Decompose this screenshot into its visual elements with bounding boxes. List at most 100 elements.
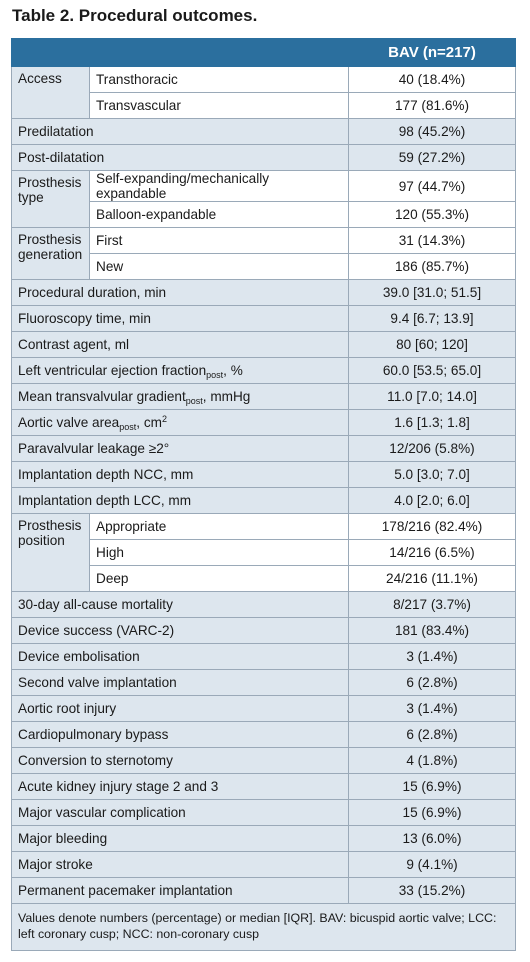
row-label: Appropriate bbox=[89, 513, 349, 540]
table-row: Contrast agent, ml 80 [60; 120] bbox=[11, 331, 516, 358]
table-row: Prosthesis generation First 31 (14.3%) bbox=[11, 227, 516, 280]
row-label: Cardiopulmonary bypass bbox=[11, 721, 349, 748]
label-subscript: post bbox=[185, 396, 203, 406]
table-footnote: Values denote numbers (percentage) or me… bbox=[11, 903, 516, 951]
row-value: 1.6 [1.3; 1.8] bbox=[348, 409, 516, 436]
row-label: Deep bbox=[89, 565, 349, 592]
row-value: 12/206 (5.8%) bbox=[348, 435, 516, 462]
table-row: Mean transvalvular gradientpost, mmHg 11… bbox=[11, 383, 516, 410]
label-subscript: post bbox=[119, 422, 137, 432]
row-value: 33 (15.2%) bbox=[348, 877, 516, 904]
footnote-row: Values denote numbers (percentage) or me… bbox=[11, 903, 516, 951]
row-label: Mean transvalvular gradientpost, mmHg bbox=[11, 383, 349, 410]
table-row: Post-dilatation 59 (27.2%) bbox=[11, 144, 516, 171]
label-main: Left ventricular ejection fraction bbox=[18, 363, 207, 378]
row-value: 98 (45.2%) bbox=[348, 118, 516, 145]
table-row: Predilatation 98 (45.2%) bbox=[11, 118, 516, 145]
row-value: 13 (6.0%) bbox=[348, 825, 516, 852]
row-value: 4.0 [2.0; 6.0] bbox=[348, 487, 516, 514]
row-label: Implantation depth NCC, mm bbox=[11, 461, 349, 488]
table-row: Major stroke 9 (4.1%) bbox=[11, 851, 516, 878]
row-value: 15 (6.9%) bbox=[348, 799, 516, 826]
label-main: Mean transvalvular gradient bbox=[18, 389, 186, 404]
table-row: Prosthesis type Self-expanding/mechanica… bbox=[11, 170, 516, 228]
row-label: Aortic valve areapost, cm2 bbox=[11, 409, 349, 436]
row-value: 11.0 [7.0; 14.0] bbox=[348, 383, 516, 410]
row-label: Second valve implantation bbox=[11, 669, 349, 696]
row-value: 80 [60; 120] bbox=[348, 331, 516, 358]
table-row: Access Transthoracic 40 (18.4%) bbox=[11, 66, 516, 119]
row-value: 178/216 (82.4%) bbox=[348, 513, 516, 540]
row-value: 6 (2.8%) bbox=[348, 721, 516, 748]
label-tail: , % bbox=[223, 363, 243, 378]
row-label: 30-day all-cause mortality bbox=[11, 591, 349, 618]
row-value: 186 (85.7%) bbox=[348, 253, 516, 280]
row-label: First bbox=[89, 227, 349, 254]
table-row: Implantation depth NCC, mm 5.0 [3.0; 7.0… bbox=[11, 461, 516, 488]
table-row: Conversion to sternotomy 4 (1.8%) bbox=[11, 747, 516, 774]
table-row: Deep 24/216 (11.1%) bbox=[12, 565, 516, 592]
group-label-prosthesis-generation: Prosthesis generation bbox=[11, 227, 90, 280]
row-label: High bbox=[89, 539, 349, 566]
table-row: Device embolisation 3 (1.4%) bbox=[11, 643, 516, 670]
group-label-access: Access bbox=[11, 66, 90, 119]
label-tail: , cm bbox=[136, 415, 162, 430]
label-superscript: 2 bbox=[161, 414, 167, 424]
table-row: Transvascular 177 (81.6%) bbox=[12, 92, 516, 119]
table-row: Aortic root injury 3 (1.4%) bbox=[11, 695, 516, 722]
row-value: 97 (44.7%) bbox=[348, 170, 516, 202]
row-value: 39.0 [31.0; 51.5] bbox=[348, 279, 516, 306]
table-row: Permanent pacemaker implantation 33 (15.… bbox=[11, 877, 516, 904]
table-row: Cardiopulmonary bypass 6 (2.8%) bbox=[11, 721, 516, 748]
row-value: 120 (55.3%) bbox=[348, 201, 516, 228]
header-value-cell: BAV (n=217) bbox=[348, 38, 516, 67]
row-label: Major vascular complication bbox=[11, 799, 349, 826]
row-label: New bbox=[89, 253, 349, 280]
row-label: Transvascular bbox=[89, 92, 349, 119]
row-label: Contrast agent, ml bbox=[11, 331, 349, 358]
row-label: Permanent pacemaker implantation bbox=[11, 877, 349, 904]
row-value: 4 (1.8%) bbox=[348, 747, 516, 774]
table-row: Implantation depth LCC, mm 4.0 [2.0; 6.0… bbox=[11, 487, 516, 514]
row-label: Major bleeding bbox=[11, 825, 349, 852]
table-row: Major vascular complication 15 (6.9%) bbox=[11, 799, 516, 826]
table-row: Left ventricular ejection fractionpost, … bbox=[11, 357, 516, 384]
table-row: Procedural duration, min 39.0 [31.0; 51.… bbox=[11, 279, 516, 306]
row-label: Aortic root injury bbox=[11, 695, 349, 722]
group-label-prosthesis-position: Prosthesis position bbox=[11, 513, 90, 592]
row-label: Predilatation bbox=[11, 118, 349, 145]
row-value: 181 (83.4%) bbox=[348, 617, 516, 644]
row-label: Device embolisation bbox=[11, 643, 349, 670]
label-subscript: post bbox=[206, 370, 224, 380]
table-row: Fluoroscopy time, min 9.4 [6.7; 13.9] bbox=[11, 305, 516, 332]
table-row: Second valve implantation 6 (2.8%) bbox=[11, 669, 516, 696]
row-value: 40 (18.4%) bbox=[348, 66, 516, 93]
table-title: Table 2. Procedural outcomes. bbox=[12, 6, 258, 25]
row-label: Procedural duration, min bbox=[11, 279, 349, 306]
table-row: Balloon-expandable 120 (55.3%) bbox=[12, 201, 516, 228]
row-value: 14/216 (6.5%) bbox=[348, 539, 516, 566]
table-row: Paravalvular leakage ≥2° 12/206 (5.8%) bbox=[11, 435, 516, 462]
table-header-row: BAV (n=217) bbox=[11, 38, 516, 67]
row-label: Implantation depth LCC, mm bbox=[11, 487, 349, 514]
row-label: Device success (VARC-2) bbox=[11, 617, 349, 644]
table-row: Prosthesis position Appropriate 178/216 … bbox=[11, 513, 516, 592]
header-label-cell bbox=[11, 38, 349, 67]
table-row: Acute kidney injury stage 2 and 3 15 (6.… bbox=[11, 773, 516, 800]
row-label: Fluoroscopy time, min bbox=[11, 305, 349, 332]
row-value: 177 (81.6%) bbox=[348, 92, 516, 119]
group-label-prosthesis-type: Prosthesis type bbox=[11, 170, 90, 228]
table-row: Device success (VARC-2) 181 (83.4%) bbox=[11, 617, 516, 644]
row-label: Balloon-expandable bbox=[89, 201, 349, 228]
row-value: 8/217 (3.7%) bbox=[348, 591, 516, 618]
table-row: New 186 (85.7%) bbox=[12, 253, 516, 280]
row-value: 15 (6.9%) bbox=[348, 773, 516, 800]
row-value: 3 (1.4%) bbox=[348, 643, 516, 670]
row-value: 9.4 [6.7; 13.9] bbox=[348, 305, 516, 332]
row-label: Acute kidney injury stage 2 and 3 bbox=[11, 773, 349, 800]
table-row: Major bleeding 13 (6.0%) bbox=[11, 825, 516, 852]
row-value: 5.0 [3.0; 7.0] bbox=[348, 461, 516, 488]
table-row: Aortic valve areapost, cm2 1.6 [1.3; 1.8… bbox=[11, 409, 516, 436]
row-value: 9 (4.1%) bbox=[348, 851, 516, 878]
row-label: Self-expanding/mechanically expandable bbox=[89, 170, 349, 202]
